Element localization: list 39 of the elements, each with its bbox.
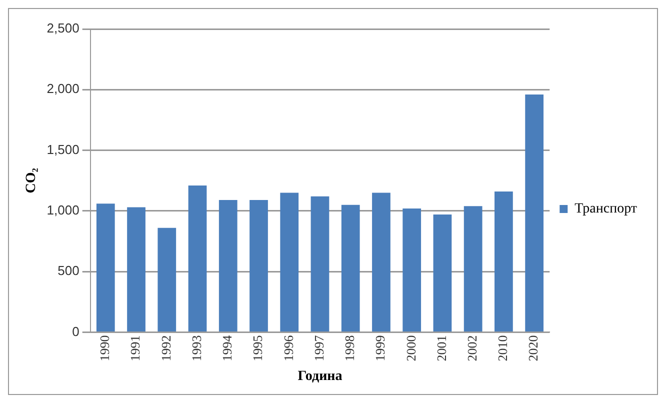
- bar: [372, 192, 390, 332]
- bar: [127, 207, 146, 332]
- x-tick-label: 2000: [403, 335, 418, 362]
- x-tick-label: 1990: [97, 335, 112, 362]
- x-tick-label: 2020: [526, 335, 541, 362]
- bar: [525, 94, 544, 332]
- x-tick-label: 1999: [372, 335, 388, 362]
- legend-label: Транспорт: [574, 202, 638, 217]
- y-tick-label: 1,500: [46, 142, 80, 157]
- y-tick-label: 500: [58, 263, 80, 278]
- bar: [402, 208, 422, 332]
- x-tick-label: 1997: [311, 334, 326, 362]
- y-tick-label: 2,000: [46, 81, 80, 96]
- bar: [250, 200, 268, 332]
- y-axis-title: CO₂: [24, 168, 40, 194]
- x-tick-label: 1994: [220, 334, 235, 362]
- x-tick-label: 1991: [128, 335, 143, 362]
- x-tick-label: 1995: [250, 335, 266, 362]
- y-tick-label: 0: [72, 324, 80, 339]
- bar: [188, 185, 207, 332]
- x-tick-label: 2010: [495, 335, 510, 362]
- bar: [464, 206, 482, 332]
- x-tick-label: 1992: [158, 335, 174, 362]
- bar: [433, 214, 452, 332]
- y-tick-label: 2,500: [46, 20, 80, 36]
- x-tick-label: 1996: [280, 334, 296, 362]
- x-tick-label: 1998: [342, 335, 358, 362]
- bar: [96, 204, 115, 332]
- x-tick-label: 2002: [464, 335, 480, 362]
- bar: [280, 192, 299, 332]
- x-tick-label: 2001: [434, 335, 449, 362]
- bar: [158, 228, 176, 332]
- y-tick-label: 1,000: [46, 202, 80, 218]
- bar: [218, 200, 238, 332]
- x-axis-title: Година: [298, 369, 342, 384]
- bar: [494, 192, 513, 332]
- x-tick-label: 1993: [188, 335, 204, 362]
- bar: [341, 204, 360, 332]
- bar: [310, 196, 330, 332]
